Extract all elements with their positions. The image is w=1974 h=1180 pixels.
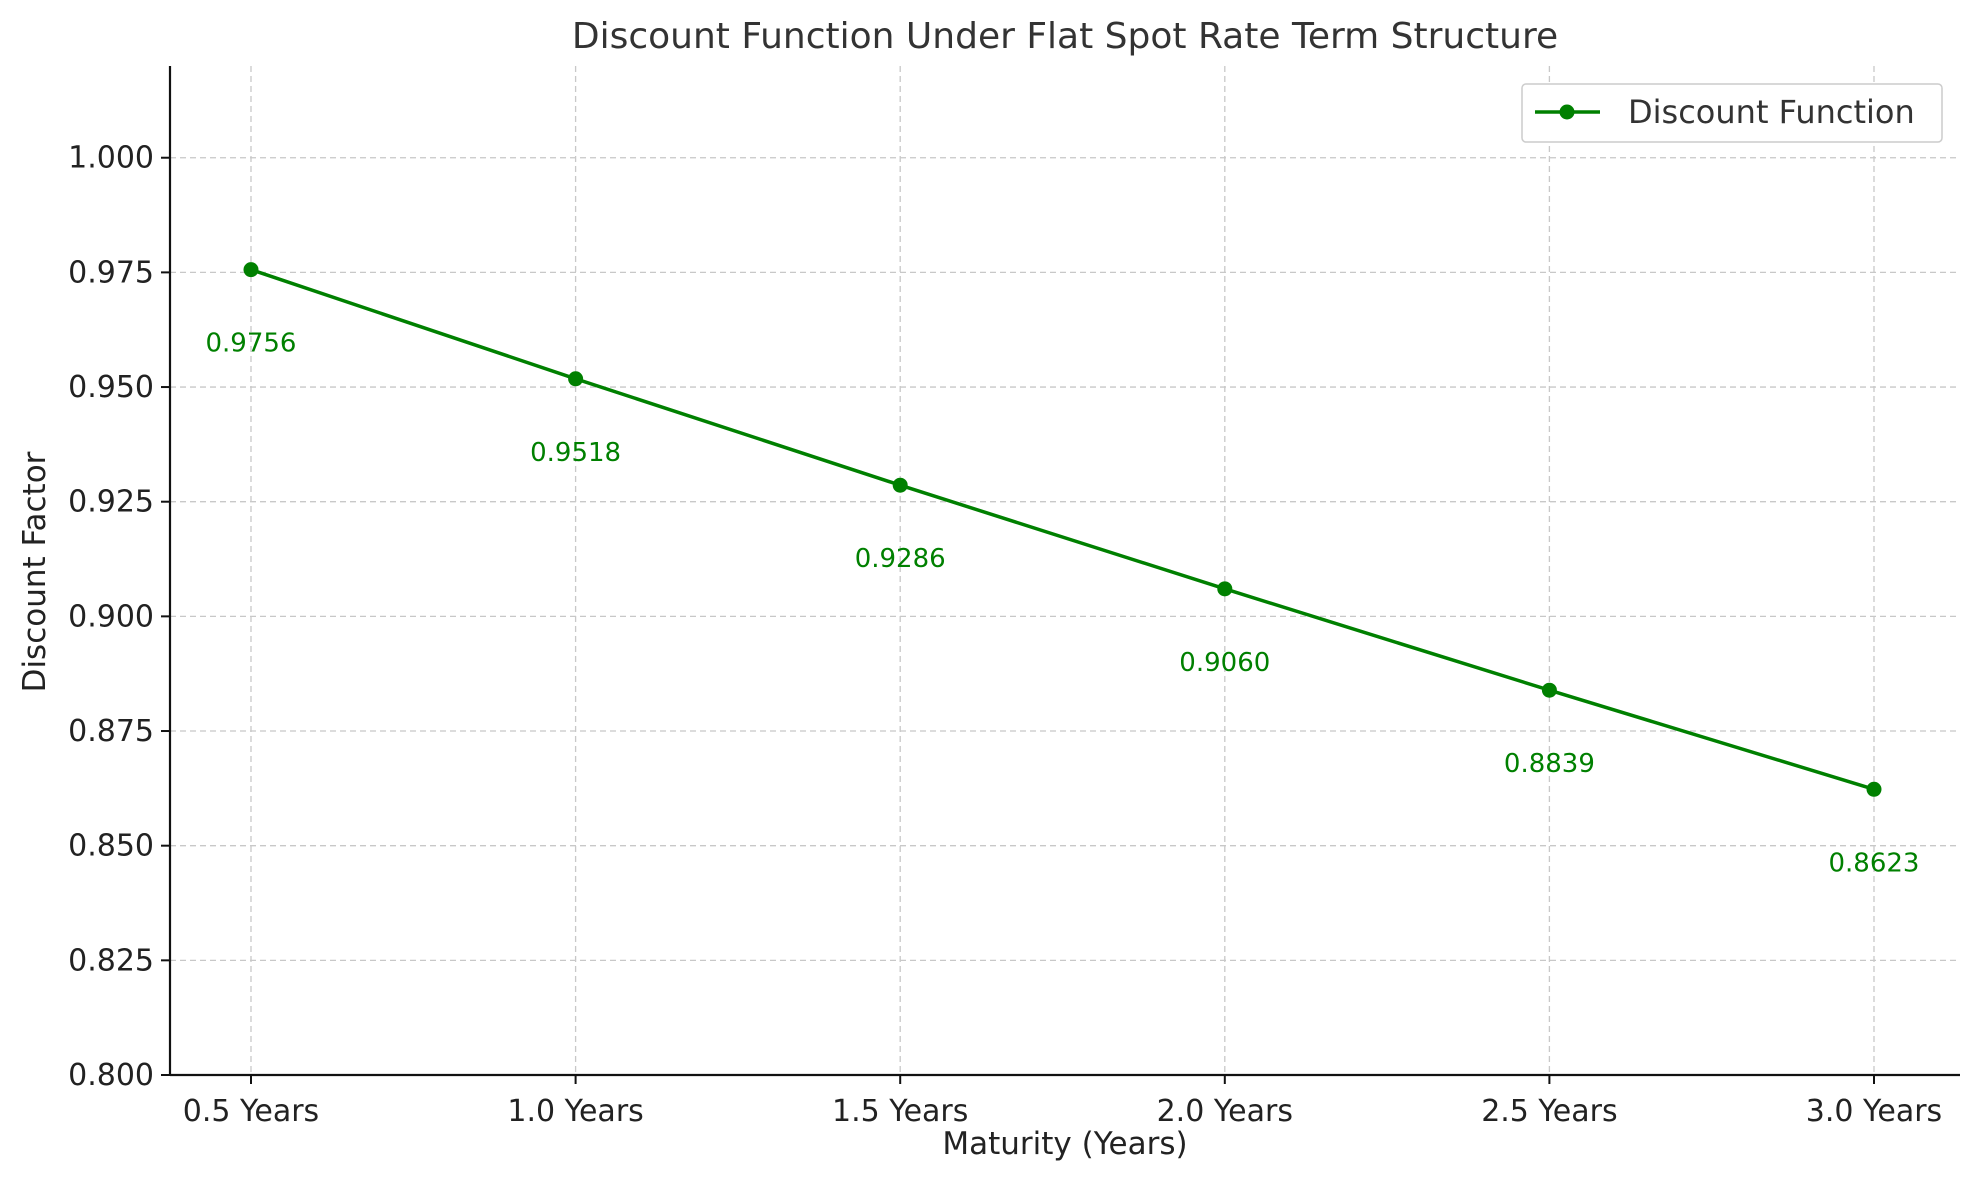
x-tick-label: 0.5 Years bbox=[183, 1094, 319, 1129]
data-point bbox=[1541, 682, 1557, 698]
y-ticks: 0.800 0.825 0.850 0.875 0.900 0.925 0.950 0.975… bbox=[68, 141, 170, 1093]
y-tick-label: 0.950 bbox=[68, 370, 154, 405]
y-tick-label: 0.850 bbox=[68, 829, 154, 864]
data-point bbox=[1217, 581, 1233, 597]
x-tick-label: 1.5 Years bbox=[832, 1094, 968, 1129]
y-tick-label: 0.875 bbox=[68, 714, 154, 749]
legend-marker-swatch bbox=[1559, 104, 1575, 120]
y-tick-label: 0.975 bbox=[68, 255, 154, 290]
y-tick-label: 0.925 bbox=[68, 485, 154, 520]
y-tick-label: 0.800 bbox=[68, 1058, 154, 1093]
x-tick-label: 1.0 Years bbox=[507, 1094, 643, 1129]
data-label: 0.8623 bbox=[1829, 848, 1920, 878]
x-ticks: 0.5 Years 1.0 Years 1.5 Years 2.0 Years 2.5 … bbox=[183, 1075, 1942, 1129]
data-label: 0.8839 bbox=[1504, 749, 1595, 779]
data-labels: 0.9756 0.9518 0.9286 0.9060 0.8839 0.8623 bbox=[206, 329, 1920, 879]
axes bbox=[168, 66, 1960, 1077]
legend-label: Discount Function bbox=[1628, 93, 1915, 131]
y-tick-label: 1.000 bbox=[68, 141, 154, 176]
data-point bbox=[568, 371, 584, 387]
data-point bbox=[243, 262, 259, 278]
series-line bbox=[250, 267, 1875, 791]
x-tick-label: 3.0 Years bbox=[1806, 1094, 1942, 1129]
series bbox=[243, 262, 1882, 797]
legend: Discount Function bbox=[1521, 83, 1943, 143]
chart-title: Discount Function Under Flat Spot Rate T… bbox=[572, 16, 1558, 57]
data-point bbox=[1866, 781, 1882, 797]
data-label: 0.9518 bbox=[530, 438, 621, 468]
legend-box bbox=[1521, 83, 1943, 143]
data-label: 0.9286 bbox=[855, 544, 946, 574]
y-axis-title: Discount Factor bbox=[17, 451, 53, 692]
data-point bbox=[892, 477, 908, 493]
grid bbox=[170, 66, 1960, 1075]
data-label: 0.9060 bbox=[1179, 648, 1270, 678]
x-axis-title: Maturity (Years) bbox=[942, 1126, 1187, 1162]
x-tick-label: 2.0 Years bbox=[1157, 1094, 1293, 1129]
data-label: 0.9756 bbox=[206, 329, 297, 359]
y-tick-label: 0.825 bbox=[68, 943, 154, 978]
y-tick-label: 0.900 bbox=[68, 599, 154, 634]
x-tick-label: 2.5 Years bbox=[1481, 1094, 1617, 1129]
